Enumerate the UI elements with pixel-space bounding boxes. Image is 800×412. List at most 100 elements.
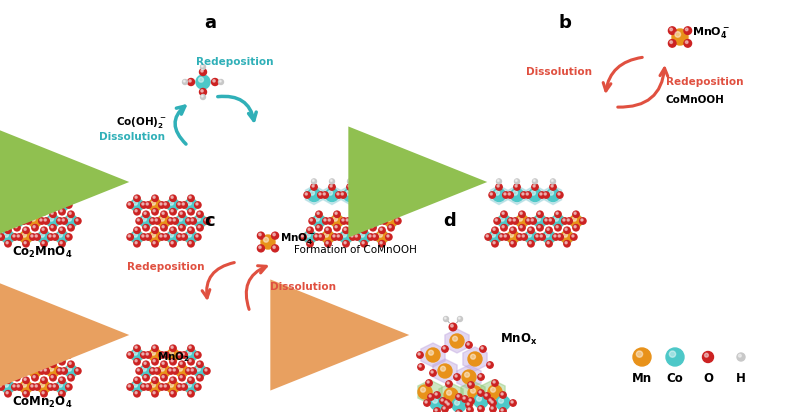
Circle shape (428, 394, 434, 400)
Circle shape (5, 195, 11, 201)
Circle shape (504, 193, 506, 195)
Circle shape (205, 219, 207, 221)
Circle shape (367, 215, 379, 227)
Circle shape (41, 241, 47, 247)
Circle shape (529, 241, 531, 244)
Circle shape (22, 208, 29, 215)
Circle shape (326, 189, 338, 201)
Circle shape (171, 378, 174, 380)
Circle shape (318, 192, 324, 198)
Circle shape (204, 368, 210, 374)
Circle shape (305, 193, 307, 195)
Polygon shape (164, 346, 182, 364)
Polygon shape (481, 380, 505, 404)
Circle shape (515, 180, 517, 181)
Circle shape (479, 407, 482, 409)
Circle shape (134, 345, 140, 351)
Circle shape (551, 180, 553, 181)
Circle shape (180, 362, 182, 364)
Circle shape (191, 219, 194, 221)
Circle shape (34, 352, 40, 358)
Circle shape (6, 228, 8, 230)
Circle shape (152, 195, 158, 201)
Circle shape (573, 225, 579, 231)
Circle shape (136, 218, 142, 224)
Circle shape (536, 235, 538, 237)
Circle shape (40, 233, 45, 237)
Circle shape (636, 351, 642, 357)
Circle shape (13, 385, 15, 387)
Circle shape (29, 215, 41, 227)
Text: Dissolution: Dissolution (270, 282, 336, 292)
Circle shape (35, 353, 38, 355)
Circle shape (179, 225, 185, 231)
Circle shape (12, 234, 18, 240)
Circle shape (189, 196, 191, 198)
Polygon shape (545, 185, 562, 205)
Circle shape (218, 80, 223, 84)
Circle shape (543, 231, 555, 243)
Text: $\mathbf{Co(OH)_2^-}$: $\mathbf{Co(OH)_2^-}$ (117, 115, 167, 129)
Circle shape (163, 234, 170, 240)
Circle shape (29, 365, 41, 377)
Circle shape (134, 195, 140, 201)
Circle shape (31, 353, 33, 355)
Circle shape (153, 360, 155, 362)
Circle shape (189, 241, 191, 244)
Circle shape (12, 384, 18, 390)
Circle shape (179, 375, 185, 381)
Circle shape (163, 202, 170, 208)
Circle shape (26, 219, 28, 221)
Polygon shape (34, 346, 54, 364)
Circle shape (418, 364, 424, 370)
Circle shape (351, 217, 355, 221)
Circle shape (360, 233, 365, 237)
Circle shape (322, 192, 328, 198)
Circle shape (201, 70, 203, 72)
Circle shape (501, 409, 503, 411)
Circle shape (30, 384, 36, 390)
Circle shape (134, 358, 140, 365)
Circle shape (491, 233, 495, 237)
Circle shape (457, 411, 459, 412)
Polygon shape (461, 381, 485, 405)
Text: d: d (444, 212, 456, 230)
Circle shape (67, 203, 69, 205)
Circle shape (188, 195, 194, 201)
Circle shape (738, 354, 742, 357)
Circle shape (533, 179, 538, 184)
Text: Formation of CoMnOOH: Formation of CoMnOOH (294, 245, 417, 255)
Circle shape (53, 235, 55, 237)
Polygon shape (8, 362, 26, 380)
Circle shape (60, 228, 62, 230)
Circle shape (155, 369, 158, 371)
Circle shape (387, 217, 391, 221)
Circle shape (141, 234, 147, 240)
Circle shape (5, 391, 11, 397)
Polygon shape (328, 212, 346, 230)
Circle shape (48, 384, 54, 390)
Circle shape (336, 192, 342, 198)
Circle shape (171, 228, 174, 230)
Circle shape (171, 346, 174, 349)
Circle shape (510, 189, 523, 201)
Circle shape (5, 227, 11, 234)
Circle shape (59, 241, 66, 247)
Circle shape (153, 210, 155, 212)
Circle shape (554, 235, 556, 237)
Circle shape (468, 386, 482, 400)
Circle shape (445, 401, 447, 403)
Circle shape (450, 334, 464, 348)
Circle shape (558, 193, 560, 195)
Circle shape (49, 353, 51, 355)
Circle shape (341, 218, 347, 224)
Circle shape (65, 365, 77, 377)
Circle shape (418, 385, 432, 399)
Circle shape (30, 234, 36, 240)
Circle shape (468, 352, 482, 366)
Circle shape (567, 219, 570, 221)
Circle shape (31, 385, 33, 387)
Polygon shape (164, 228, 182, 246)
Circle shape (186, 368, 192, 374)
Circle shape (149, 231, 161, 243)
